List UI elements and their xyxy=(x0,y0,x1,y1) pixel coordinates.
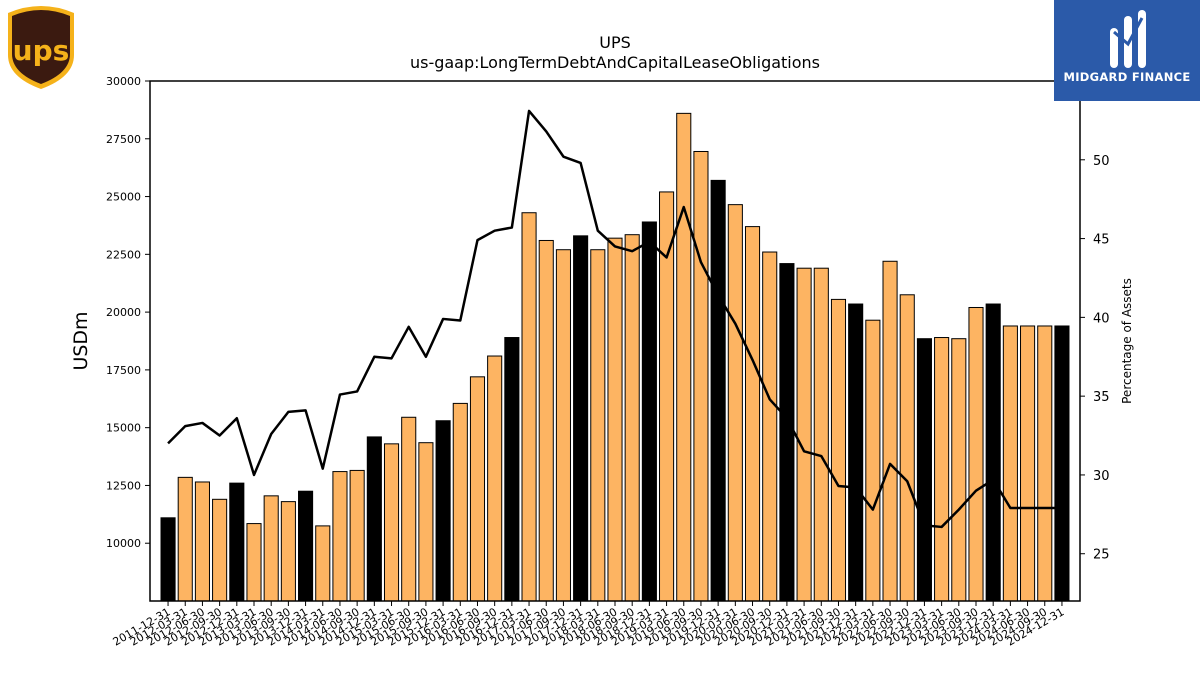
bar xyxy=(710,179,726,602)
midgard-finance-logo: MIDGARD FINANCE xyxy=(1054,0,1200,101)
bar xyxy=(349,469,365,602)
y-tick-label: 22500 xyxy=(106,248,141,261)
bar xyxy=(796,267,812,602)
bar xyxy=(538,239,554,602)
bar xyxy=(641,221,657,602)
bar xyxy=(830,298,847,602)
chart-title: UPS xyxy=(599,33,631,52)
bar xyxy=(813,267,829,602)
y-axis-label: USDm xyxy=(70,311,92,370)
bar xyxy=(607,237,623,602)
ups-logo: ups xyxy=(8,6,74,89)
bar xyxy=(916,338,932,602)
bar xyxy=(985,303,1001,602)
y2-tick-label: 35 xyxy=(1093,390,1110,405)
y2-tick-label: 25 xyxy=(1093,548,1110,563)
bar xyxy=(315,525,331,602)
bar xyxy=(246,523,262,602)
bar xyxy=(469,376,486,602)
bar xyxy=(882,260,898,602)
bar xyxy=(452,402,468,602)
bar xyxy=(1020,325,1036,602)
bar xyxy=(504,337,520,602)
bar xyxy=(590,249,606,602)
y-tick-label: 10000 xyxy=(106,537,141,550)
midgard-mark-icon xyxy=(1110,10,1146,68)
y-axis-left: 10000 12500 15000 17500 20000 22500 25000 27500… xyxy=(106,75,150,550)
bar xyxy=(521,212,537,602)
ups-logo-text: ups xyxy=(13,34,70,67)
bar xyxy=(968,306,984,602)
bar xyxy=(744,226,761,602)
bar xyxy=(298,490,314,602)
bar-series xyxy=(160,112,1070,602)
bar xyxy=(160,517,176,602)
bar xyxy=(899,294,915,602)
y-tick-label: 25000 xyxy=(106,191,141,204)
bar xyxy=(693,150,709,602)
percentage-line xyxy=(167,109,1062,529)
bar xyxy=(418,442,434,602)
y-tick-label: 17500 xyxy=(106,364,141,377)
bar xyxy=(280,501,296,602)
bar xyxy=(435,420,451,602)
line-series xyxy=(167,109,1062,529)
bar xyxy=(229,482,245,602)
y2-tick-label: 45 xyxy=(1093,233,1110,248)
bar xyxy=(865,319,881,602)
bar xyxy=(332,471,348,602)
bar xyxy=(727,204,743,602)
bar xyxy=(848,303,864,602)
bar xyxy=(212,498,228,602)
bar xyxy=(366,436,382,602)
x-axis: 2011-12-312012-03-312012-06-302012-09-30… xyxy=(111,601,1066,649)
bar xyxy=(779,263,795,602)
y2-tick-label: 40 xyxy=(1093,311,1110,326)
bar xyxy=(555,249,571,602)
bar xyxy=(573,235,589,602)
bar xyxy=(762,251,778,602)
bar xyxy=(951,338,967,602)
y-tick-label: 30000 xyxy=(106,75,141,88)
bar xyxy=(383,443,400,602)
bar xyxy=(1037,325,1053,602)
midgard-logo-text: MIDGARD FINANCE xyxy=(1063,70,1191,84)
bar xyxy=(934,337,950,602)
bar xyxy=(401,416,417,602)
y2-tick-label: 50 xyxy=(1093,154,1110,169)
y2-tick-label: 30 xyxy=(1093,469,1110,484)
bar xyxy=(676,112,692,602)
bar xyxy=(1002,325,1018,602)
y2-axis-label: Percentage of Assets xyxy=(1120,278,1134,404)
bar xyxy=(263,495,279,602)
y-tick-label: 27500 xyxy=(106,133,141,146)
bar xyxy=(487,355,503,602)
bar xyxy=(177,476,193,602)
y-tick-label: 12500 xyxy=(106,479,141,492)
y-tick-label: 20000 xyxy=(106,306,141,319)
y-axis-right: 25 30 35 40 45 50 xyxy=(1080,154,1110,563)
chart-subtitle: us-gaap:LongTermDebtAndCapitalLeaseOblig… xyxy=(410,53,820,72)
bar xyxy=(624,234,640,602)
bar xyxy=(194,481,210,602)
bar xyxy=(1054,325,1070,602)
y-tick-label: 15000 xyxy=(106,422,141,435)
